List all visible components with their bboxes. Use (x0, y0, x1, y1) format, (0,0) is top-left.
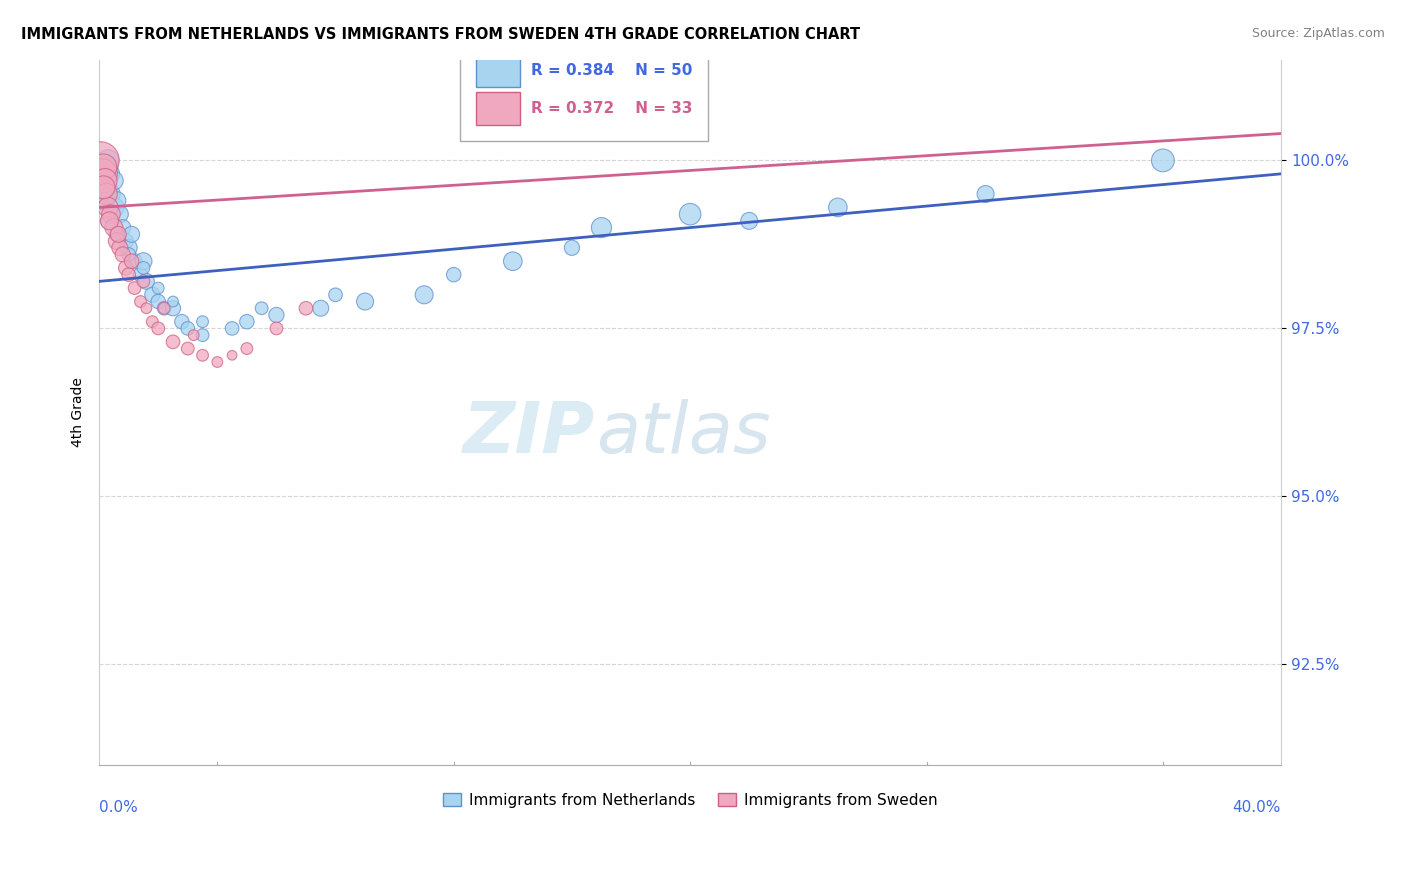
Text: 0.0%: 0.0% (100, 800, 138, 815)
Point (94, 173, 117, 187)
Point (236, 342, 259, 356)
Point (118, 247, 141, 261)
Point (103, 201, 125, 215)
Point (111, 220, 134, 235)
Point (266, 308, 288, 322)
Point (191, 348, 214, 362)
Point (266, 321, 288, 335)
Point (118, 241, 141, 255)
Point (105, 227, 128, 242)
Point (118, 268, 141, 282)
Point (132, 254, 155, 268)
Point (93, 180, 115, 194)
Point (114, 234, 136, 248)
Point (97, 214, 120, 228)
Point (148, 294, 170, 309)
Point (354, 294, 377, 309)
Point (121, 254, 143, 268)
Point (191, 315, 214, 329)
Point (129, 268, 152, 282)
Point (98, 167, 121, 181)
FancyBboxPatch shape (477, 92, 520, 125)
Point (236, 315, 259, 329)
Point (135, 301, 157, 316)
Point (141, 287, 163, 301)
Point (162, 294, 184, 309)
Text: atlas: atlas (596, 399, 770, 468)
Point (141, 315, 163, 329)
Point (103, 220, 125, 235)
Point (148, 281, 170, 295)
Point (309, 301, 332, 316)
Point (135, 274, 157, 288)
Point (129, 294, 152, 309)
Legend: Immigrants from Netherlands, Immigrants from Sweden: Immigrants from Netherlands, Immigrants … (437, 787, 943, 814)
Point (114, 260, 136, 275)
Point (132, 260, 155, 275)
Point (207, 355, 229, 369)
Text: Source: ZipAtlas.com: Source: ZipAtlas.com (1251, 27, 1385, 40)
Point (105, 194, 128, 208)
Point (97, 153, 120, 168)
Point (162, 301, 184, 316)
Point (183, 328, 205, 343)
Point (827, 201, 849, 215)
Point (111, 247, 134, 261)
Point (502, 254, 524, 268)
Point (170, 315, 193, 329)
Point (96, 186, 118, 201)
Point (100, 207, 122, 221)
Point (124, 281, 146, 295)
Point (221, 348, 243, 362)
Point (153, 301, 176, 316)
Point (177, 342, 200, 356)
Point (121, 227, 143, 242)
Point (105, 234, 128, 248)
Point (124, 254, 146, 268)
Point (561, 241, 583, 255)
Text: R = 0.384    N = 50: R = 0.384 N = 50 (530, 62, 692, 78)
Point (103, 173, 125, 187)
Point (679, 207, 702, 221)
Point (295, 301, 318, 316)
Point (738, 214, 761, 228)
Point (250, 301, 273, 316)
Point (191, 328, 214, 343)
Point (153, 301, 176, 316)
Point (221, 321, 243, 335)
Point (91, 186, 114, 201)
Point (148, 321, 170, 335)
FancyBboxPatch shape (460, 42, 707, 141)
Text: IMMIGRANTS FROM NETHERLANDS VS IMMIGRANTS FROM SWEDEN 4TH GRADE CORRELATION CHAR: IMMIGRANTS FROM NETHERLANDS VS IMMIGRANT… (21, 27, 860, 42)
FancyBboxPatch shape (477, 54, 520, 87)
Point (90, 153, 112, 168)
Point (94, 180, 117, 194)
Point (97, 201, 120, 215)
Point (325, 287, 347, 301)
Point (96, 160, 118, 174)
Point (108, 207, 131, 221)
Point (98, 214, 121, 228)
Point (177, 321, 200, 335)
Point (413, 287, 436, 301)
Text: R = 0.372    N = 33: R = 0.372 N = 33 (530, 101, 692, 116)
Point (108, 241, 131, 255)
Point (443, 268, 465, 282)
Text: ZIP: ZIP (464, 399, 596, 468)
Point (162, 334, 184, 349)
Point (100, 186, 122, 201)
Text: 40.0%: 40.0% (1233, 800, 1281, 815)
Point (93, 160, 115, 174)
Point (93, 167, 115, 181)
Point (91, 167, 114, 181)
Point (132, 274, 155, 288)
Point (1152, 153, 1174, 168)
Point (107, 227, 129, 242)
Point (974, 186, 997, 201)
Point (591, 220, 613, 235)
Y-axis label: 4th Grade: 4th Grade (72, 377, 86, 448)
